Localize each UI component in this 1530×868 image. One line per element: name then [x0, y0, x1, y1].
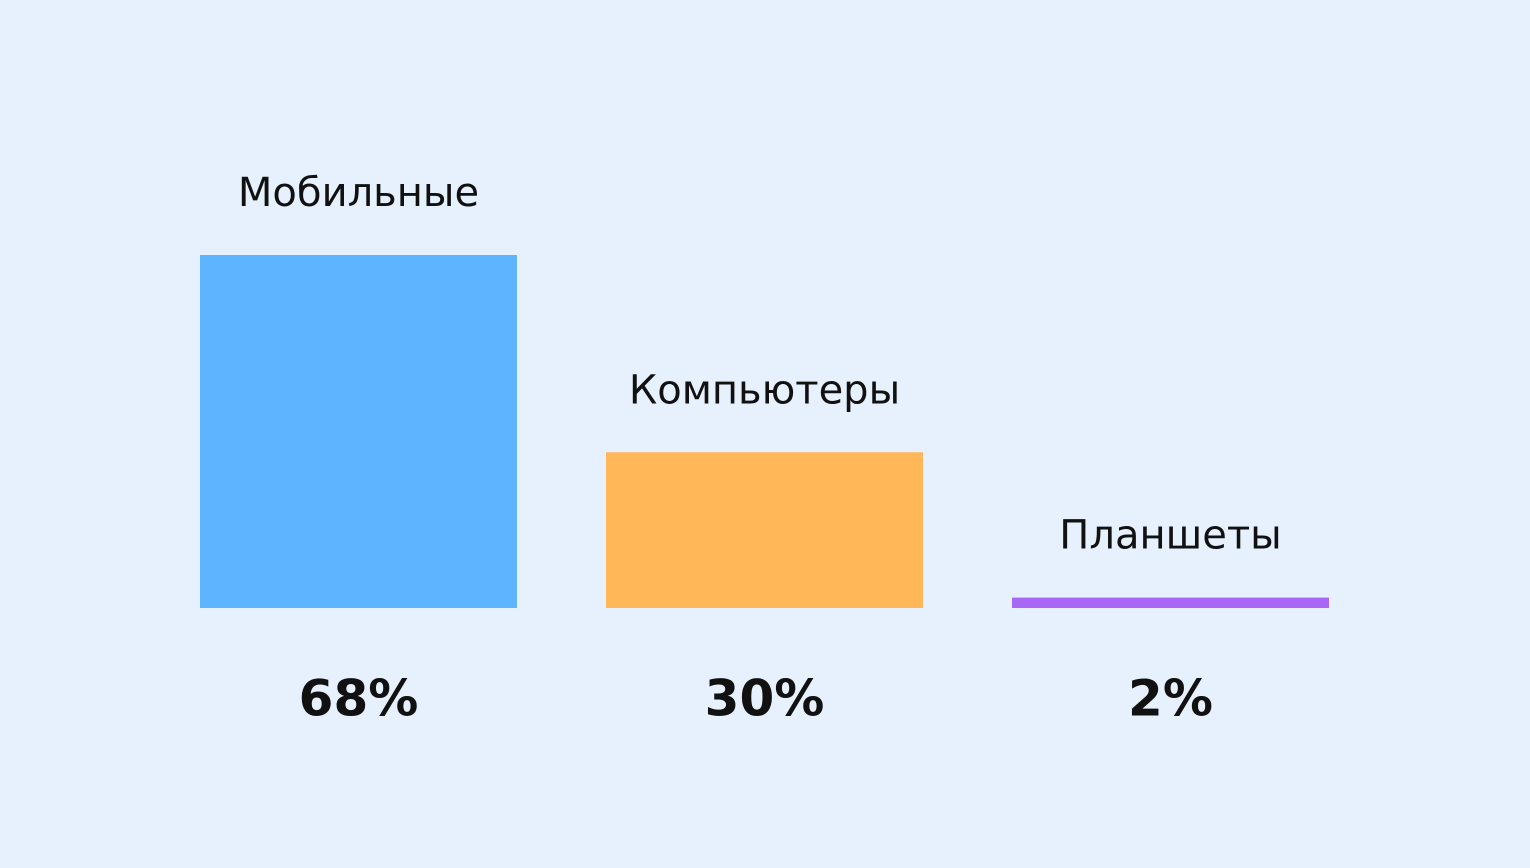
value-label: 68% [299, 670, 419, 728]
value-label: 2% [1128, 670, 1213, 728]
bar [1012, 597, 1329, 608]
category-label: Компьютеры [629, 367, 900, 413]
bar [200, 255, 517, 608]
category-label: Мобильные [238, 170, 479, 216]
bar [606, 452, 923, 608]
value-label: 30% [705, 670, 825, 728]
category-label: Планшеты [1059, 513, 1281, 559]
